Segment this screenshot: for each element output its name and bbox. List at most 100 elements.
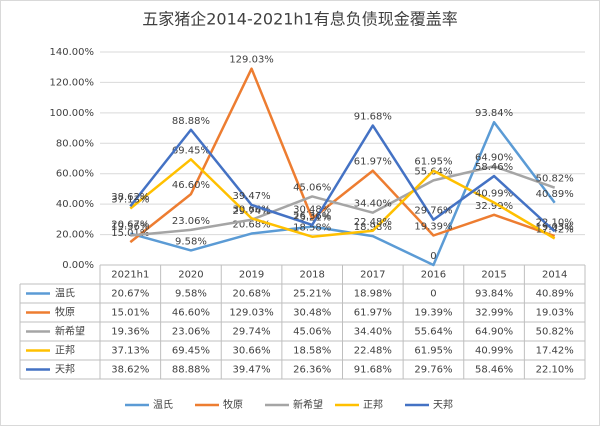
y-tick-label: 60.00% xyxy=(56,169,94,180)
data-label: 29.76% xyxy=(414,206,452,217)
table-cell: 20.68% xyxy=(232,289,270,300)
table-cell: 88.88% xyxy=(172,365,210,376)
data-label: 26.36% xyxy=(293,211,331,222)
data-label: 40.99% xyxy=(475,189,513,200)
data-label: 19.03% xyxy=(536,222,574,233)
table-cell: 19.03% xyxy=(536,308,574,319)
table-cell: 40.89% xyxy=(536,289,574,300)
data-label: 30.48% xyxy=(293,205,331,216)
data-label: 50.82% xyxy=(536,174,574,185)
x-tick-label: 2018 xyxy=(299,270,324,281)
table-cell: 29.76% xyxy=(414,365,452,376)
x-tick-label: 2014 xyxy=(542,270,567,281)
y-tick-label: 140.00% xyxy=(50,47,95,58)
table-cell: 58.46% xyxy=(475,365,513,376)
data-label: 38.62% xyxy=(111,192,149,203)
data-label: 9.58% xyxy=(175,236,207,247)
legend-label: 牧原 xyxy=(223,398,243,411)
table-cell: 9.58% xyxy=(175,289,207,300)
x-tick-label: 2015 xyxy=(481,270,506,281)
data-label: 93.84% xyxy=(475,108,513,119)
legend-label: 新希望 xyxy=(293,398,323,411)
table-cell: 26.36% xyxy=(293,365,331,376)
data-label: 0 xyxy=(430,251,436,262)
table-cell: 30.48% xyxy=(293,308,331,319)
table-cell: 69.45% xyxy=(172,346,210,357)
data-label: 88.88% xyxy=(172,116,210,127)
data-label: 40.89% xyxy=(536,189,574,200)
series-line xyxy=(129,124,556,233)
table-cell: 39.47% xyxy=(232,365,270,376)
table-cell: 37.13% xyxy=(111,346,149,357)
table-cell: 0 xyxy=(430,289,436,300)
x-tick-label: 2019 xyxy=(239,270,264,281)
data-label: 30.66% xyxy=(232,204,270,215)
table-cell: 32.99% xyxy=(475,308,513,319)
table-cell: 38.62% xyxy=(111,365,149,376)
data-label: 18.58% xyxy=(293,223,331,234)
data-label: 22.10% xyxy=(536,217,574,228)
table-cell: 34.40% xyxy=(354,327,392,338)
table-row-header: 天邦 xyxy=(55,363,75,376)
data-label: 61.95% xyxy=(414,157,452,168)
data-label: 46.60% xyxy=(172,180,210,191)
table-cell: 61.97% xyxy=(354,308,392,319)
table-row-header: 牧原 xyxy=(55,306,75,319)
table-cell: 91.68% xyxy=(354,365,392,376)
table-cell: 30.66% xyxy=(232,346,270,357)
table-cell: 22.10% xyxy=(536,365,574,376)
data-label: 15.01% xyxy=(111,228,149,239)
table-cell: 25.21% xyxy=(293,289,331,300)
table-cell: 93.84% xyxy=(475,289,513,300)
table-cell: 40.99% xyxy=(475,346,513,357)
table-cell: 20.67% xyxy=(111,289,149,300)
table-row-header: 正邦 xyxy=(55,344,75,357)
data-label: 22.48% xyxy=(354,217,392,228)
y-tick-label: 0.00% xyxy=(62,260,94,271)
table-cell: 18.58% xyxy=(293,346,331,357)
y-tick-label: 20.00% xyxy=(56,230,94,241)
data-label: 39.47% xyxy=(232,191,270,202)
y-tick-label: 120.00% xyxy=(50,77,95,88)
table-cell: 15.01% xyxy=(111,308,149,319)
data-label: 91.68% xyxy=(354,112,392,123)
data-label: 64.90% xyxy=(475,152,513,163)
chart-title: 五家猪企2014-2021h1有息负债现金覆盖率 xyxy=(142,10,458,29)
data-label: 58.46% xyxy=(475,162,513,173)
data-label: 69.45% xyxy=(172,145,210,156)
data-label: 129.03% xyxy=(229,55,274,66)
table-cell: 22.48% xyxy=(354,346,392,357)
x-tick-label: 2021h1 xyxy=(111,270,149,281)
table-cell: 19.39% xyxy=(414,308,452,319)
data-label: 34.40% xyxy=(354,199,392,210)
table-cell: 23.06% xyxy=(172,327,210,338)
data-label: 20.68% xyxy=(232,220,270,231)
x-tick-label: 2017 xyxy=(360,270,385,281)
data-label: 37.13% xyxy=(111,195,149,206)
table-cell: 46.60% xyxy=(172,308,210,319)
data-label: 19.36% xyxy=(111,222,149,233)
data-label: 61.97% xyxy=(354,157,392,168)
series-line xyxy=(129,120,556,267)
y-tick-label: 100.00% xyxy=(50,108,95,119)
table-cell: 55.64% xyxy=(414,327,452,338)
x-tick-label: 2020 xyxy=(178,270,203,281)
table-row-header: 温氏 xyxy=(55,288,75,300)
series-line xyxy=(129,158,556,240)
table-cell: 45.06% xyxy=(293,327,331,338)
series-line xyxy=(130,165,556,237)
table-cell: 50.82% xyxy=(536,327,574,338)
data-label: 19.39% xyxy=(414,221,452,232)
table-row-header: 新希望 xyxy=(55,325,85,338)
y-tick-label: 80.00% xyxy=(56,138,94,149)
data-label: 23.06% xyxy=(172,216,210,227)
table-cell: 19.36% xyxy=(111,327,149,338)
legend-label: 温氏 xyxy=(153,399,173,411)
data-label: 45.06% xyxy=(293,182,331,193)
legend-label: 天邦 xyxy=(433,398,453,411)
x-tick-label: 2016 xyxy=(421,270,446,281)
table-cell: 61.95% xyxy=(414,346,452,357)
table-cell: 17.42% xyxy=(536,346,574,357)
data-label: 32.99% xyxy=(475,201,513,212)
